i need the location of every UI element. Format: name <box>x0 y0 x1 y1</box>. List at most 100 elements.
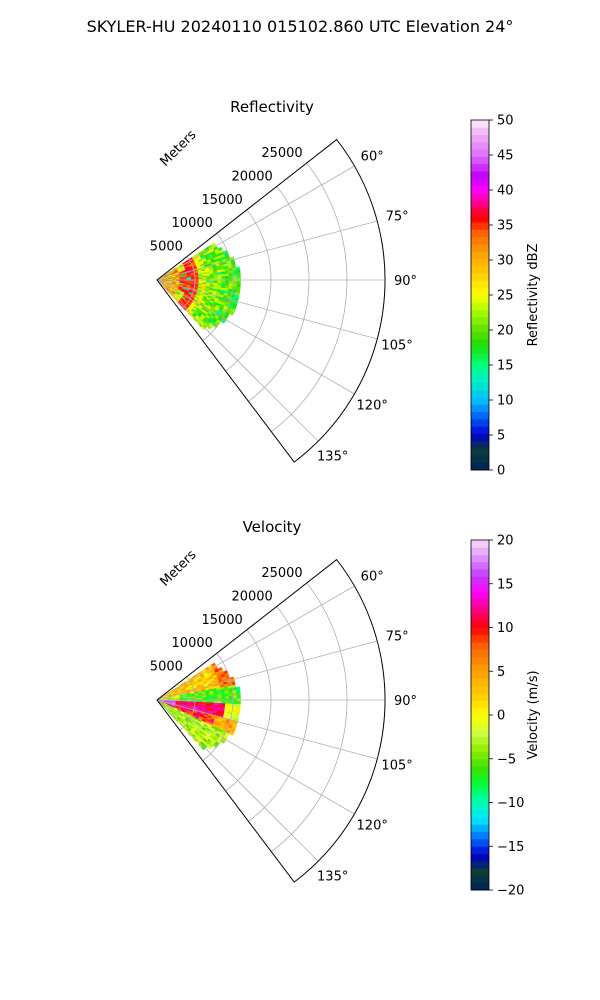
colorbar-segment <box>471 367 489 376</box>
colorbar-segment <box>471 455 489 464</box>
data-cell <box>232 692 237 697</box>
azimuth-tick-label: 120° <box>357 818 388 833</box>
colorbar-tick-label: 20 <box>497 534 514 549</box>
colorbar-segment <box>471 846 489 854</box>
colorbar-segment <box>471 134 489 143</box>
data-cell <box>228 701 234 705</box>
range-ring <box>248 186 310 402</box>
colorbar-segment <box>471 620 489 628</box>
colorbar-segment <box>471 868 489 876</box>
colorbar-segment <box>471 316 489 325</box>
colorbar-segment <box>471 547 489 555</box>
range-tick-label: 10000 <box>172 636 213 651</box>
data-cell <box>221 693 226 697</box>
colorbar-segment <box>471 634 489 643</box>
colorbar-segment <box>471 222 489 230</box>
azimuth-spoke <box>156 640 378 701</box>
colorbar-segment <box>471 265 489 274</box>
data-cell <box>221 276 226 280</box>
data-cell <box>194 277 200 280</box>
colorbar-segment <box>471 295 489 303</box>
data-cell <box>209 696 215 700</box>
data-cell <box>235 689 241 694</box>
azimuth-tick-label: 120° <box>357 398 388 413</box>
colorbar-segment <box>471 795 489 803</box>
data-cell <box>232 272 237 277</box>
reflectivity-colorbar: 0 5 10 15 20 25 30 35 40 45 50 Reflectivity dBZ <box>470 114 541 479</box>
colorbar-segment <box>471 824 489 833</box>
colorbar-segment <box>471 736 489 745</box>
range-tick-label: 20000 <box>231 589 272 604</box>
colorbar-segment <box>471 627 489 636</box>
azimuth-tick-label: 75° <box>386 210 409 225</box>
colorbar-tick-label: 25 <box>497 289 514 304</box>
colorbar-tick-label: 0 <box>497 464 505 479</box>
azimuth-tick-label: 135° <box>317 870 348 885</box>
colorbar-segment <box>471 693 489 701</box>
colorbar-segment <box>471 338 489 347</box>
colorbar-segment <box>471 744 489 752</box>
colorbar-segment <box>471 751 489 760</box>
range-ring <box>225 629 272 792</box>
range-ring <box>271 582 348 853</box>
azimuth-tick-label: 105° <box>381 338 412 353</box>
azimuth-spoke <box>156 165 355 281</box>
figure-suptitle: SKYLER-HU 20240110 015102.860 UTC Elevat… <box>87 17 514 36</box>
colorbar-segment <box>471 200 489 208</box>
data-cell <box>206 276 211 280</box>
colorbar-segment <box>471 141 489 150</box>
colorbar-segment <box>471 411 489 420</box>
colorbar-segment <box>471 707 489 716</box>
colorbar-segment <box>471 540 489 548</box>
range-tick-label: 25000 <box>261 566 302 581</box>
reflectivity-panel: Reflectivity 5000 10000 15000 20000 25000 60°… <box>150 98 541 479</box>
data-cell <box>221 280 226 284</box>
colorbar-segment <box>471 860 489 869</box>
azimuth-tick-label: 90° <box>394 694 417 709</box>
velocity-colorbar: −20 −15 −10 −5 0 5 10 15 20 Velocity (m/s) <box>470 534 541 899</box>
colorbar-segment <box>471 243 489 252</box>
colorbar-segment <box>471 353 489 362</box>
data-cell <box>236 283 241 288</box>
data-cell <box>236 281 241 285</box>
colorbar-segment <box>471 397 489 405</box>
range-ring <box>202 232 234 342</box>
data-cell <box>206 324 212 330</box>
colorbar-segment <box>471 426 489 434</box>
data-cell <box>213 276 219 280</box>
colorbar-segment <box>471 346 489 354</box>
colorbar-segment <box>471 127 489 135</box>
azimuth-spoke <box>156 699 355 815</box>
data-cell <box>228 281 234 285</box>
colorbar-segment <box>471 171 489 179</box>
colorbar-tick-label: −20 <box>497 884 524 899</box>
colorbar-segment <box>471 838 489 847</box>
colorbar-label: Velocity (m/s) <box>526 670 541 759</box>
colorbar-segment <box>471 802 489 811</box>
colorbar-segment <box>471 287 489 296</box>
range-tick-label: 15000 <box>201 193 242 208</box>
range-tick-label: 5000 <box>150 240 183 255</box>
data-cell <box>225 275 230 280</box>
range-ring <box>179 256 196 311</box>
data-cell <box>217 696 222 700</box>
reflectivity-tick-labels: 5000 10000 15000 20000 25000 60° 75° 90° 105° 120… <box>150 146 417 465</box>
azimuth-tick-label: 75° <box>386 630 409 645</box>
range-tick-label: 20000 <box>231 169 272 184</box>
colorbar-segment <box>471 678 489 687</box>
reflectivity-polar-grid <box>156 138 386 463</box>
velocity-title: Velocity <box>243 518 302 536</box>
colorbar-tick-label: −15 <box>497 840 524 855</box>
colorbar-tick-label: 50 <box>497 114 514 129</box>
sector-outline <box>156 558 386 883</box>
azimuth-spoke <box>156 585 355 701</box>
colorbar-segment <box>471 649 489 658</box>
colorbar-segment <box>471 324 489 332</box>
colorbar-segment <box>471 591 489 599</box>
data-cell <box>236 692 241 697</box>
range-ring <box>202 652 234 762</box>
colorbar-segment <box>471 663 489 672</box>
range-ring <box>271 162 348 433</box>
range-tick-label: 5000 <box>150 660 183 675</box>
colorbar-segment <box>471 462 489 471</box>
